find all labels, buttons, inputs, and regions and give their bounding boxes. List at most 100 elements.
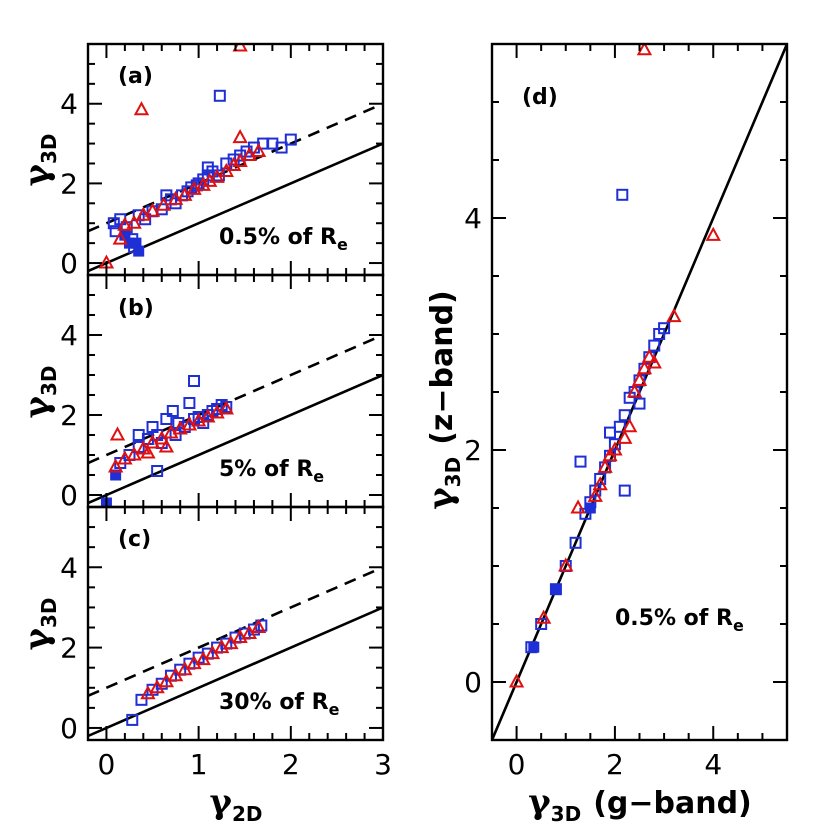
data-point-triangle bbox=[641, 348, 658, 363]
series-open-triangle bbox=[140, 618, 267, 700]
y-axis-label: γ3D bbox=[17, 134, 61, 187]
plot-area bbox=[88, 566, 383, 738]
data-point-triangle bbox=[597, 458, 613, 473]
y-axis-label: γ3D (z−band) bbox=[421, 290, 465, 510]
series-open-triangle bbox=[98, 44, 267, 269]
data-point-square bbox=[107, 217, 120, 230]
y-axis-symbol: γ bbox=[421, 487, 461, 510]
y-axis-subscript: 3D bbox=[37, 598, 61, 629]
y-axis-subscript: 3D bbox=[37, 134, 61, 165]
x-axis-label: γ3D (g−band) bbox=[528, 782, 752, 826]
series-open-square bbox=[114, 375, 233, 477]
series-open-square bbox=[525, 188, 671, 654]
data-point-triangle bbox=[126, 214, 142, 229]
y-tick-label: 4 bbox=[60, 88, 78, 121]
annotation-text: 30% of R bbox=[219, 690, 329, 715]
annotation-subscript: e bbox=[329, 700, 340, 719]
data-point-square bbox=[126, 713, 139, 726]
y-axis-subscript: 3D bbox=[441, 457, 465, 488]
offset-reference-line bbox=[88, 566, 383, 698]
data-point-square bbox=[213, 89, 226, 102]
data-point-square bbox=[201, 161, 214, 174]
data-point-triangle bbox=[705, 226, 721, 241]
data-point-triangle bbox=[133, 101, 150, 116]
y-axis-label: γ3D bbox=[17, 366, 61, 419]
offset-reference-line bbox=[88, 333, 383, 465]
data-point-square bbox=[166, 405, 179, 417]
data-point-triangle bbox=[117, 216, 133, 231]
data-point-square bbox=[633, 397, 646, 410]
panel-label: (a) bbox=[118, 64, 153, 89]
data-point-square bbox=[188, 375, 201, 387]
data-point-square bbox=[284, 133, 297, 146]
data-point-square bbox=[183, 397, 196, 409]
data-point-triangle bbox=[570, 499, 586, 514]
annotation-text: 5% of R bbox=[219, 457, 313, 482]
data-point-triangle bbox=[109, 426, 126, 441]
data-point-square bbox=[535, 618, 548, 630]
x-axis-word: (g−band) bbox=[593, 786, 752, 821]
plot-area bbox=[88, 333, 383, 507]
y-tick-label: 2 bbox=[60, 167, 78, 200]
data-point-filled-square bbox=[110, 469, 122, 481]
y-axis-label: γ3D bbox=[17, 598, 61, 651]
y-tick-label: 0 bbox=[60, 712, 78, 745]
plot-area bbox=[88, 44, 383, 273]
series-open-triangle bbox=[508, 44, 721, 688]
data-point-triangle bbox=[232, 129, 248, 144]
data-point-triangle bbox=[626, 383, 643, 398]
data-point-triangle bbox=[631, 371, 648, 386]
x-axis-label: γ2D bbox=[210, 782, 263, 826]
x-tick-label: 3 bbox=[374, 748, 392, 781]
data-point-triangle bbox=[250, 618, 267, 634]
data-point-triangle bbox=[250, 142, 267, 158]
plot-area bbox=[492, 44, 787, 740]
data-point-triangle bbox=[592, 476, 608, 491]
series-filled-square bbox=[528, 502, 596, 653]
x-tick-label: 2 bbox=[606, 748, 624, 781]
data-point-square bbox=[616, 188, 629, 201]
y-axis-word: (z−band) bbox=[425, 290, 460, 445]
data-point-triangle bbox=[155, 196, 172, 211]
data-point-triangle bbox=[225, 156, 242, 171]
data-point-square bbox=[574, 455, 587, 468]
one-to-one-line bbox=[88, 373, 383, 505]
panel-label: (d) bbox=[522, 85, 558, 110]
data-point-square bbox=[160, 413, 173, 425]
data-point-triangle bbox=[646, 354, 662, 369]
data-point-square bbox=[160, 189, 173, 202]
data-point-square bbox=[275, 141, 288, 154]
y-tick-label: 2 bbox=[60, 632, 78, 665]
data-point-square bbox=[594, 473, 607, 485]
x-tick-label: 0 bbox=[98, 748, 116, 781]
data-point-square bbox=[618, 409, 631, 422]
x-tick-label: 2 bbox=[282, 748, 300, 781]
x-axis-subscript: 3D bbox=[551, 802, 582, 826]
data-point-filled-square bbox=[133, 245, 145, 257]
y-tick-label: 2 bbox=[464, 434, 482, 467]
x-axis-subscript: 2D bbox=[232, 802, 263, 826]
y-axis-symbol: γ bbox=[17, 163, 57, 186]
annotation: 30% of Re bbox=[219, 690, 340, 719]
data-point-triangle bbox=[535, 609, 552, 624]
data-point-square bbox=[569, 536, 582, 549]
x-tick-label: 4 bbox=[704, 748, 722, 781]
data-point-square bbox=[132, 429, 145, 441]
panel-b: 0 2 4 (b) 5% of Re γ3D bbox=[17, 273, 385, 512]
data-point-triangle bbox=[617, 429, 633, 444]
y-axis-symbol: γ bbox=[17, 395, 57, 418]
y-axis-symbol: γ bbox=[17, 627, 57, 650]
data-point-triangle bbox=[621, 418, 638, 433]
data-point-triangle bbox=[144, 202, 161, 217]
data-point-filled-square bbox=[550, 583, 562, 595]
data-point-triangle bbox=[587, 487, 603, 502]
y-tick-label: 4 bbox=[60, 319, 78, 352]
data-point-triangle bbox=[140, 444, 156, 459]
data-point-triangle bbox=[218, 400, 234, 415]
annotation: 0.5% of Re bbox=[219, 225, 348, 254]
data-point-square bbox=[135, 693, 148, 706]
data-point-square bbox=[658, 322, 671, 335]
annotation: 5% of Re bbox=[219, 457, 324, 486]
